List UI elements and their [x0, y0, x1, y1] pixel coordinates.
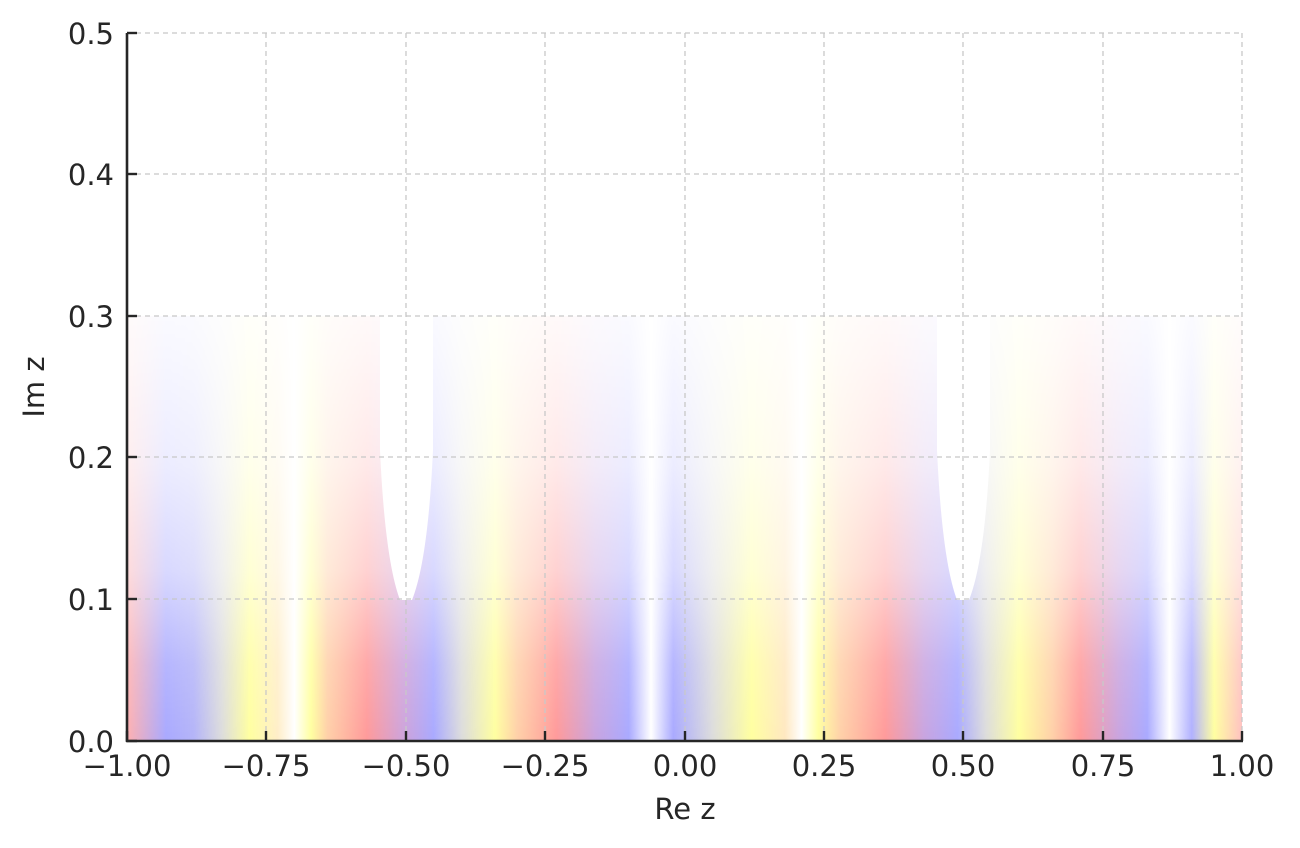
y-tick-labels: 0.5 0.4 0.3 0.2 0.1 0.0 — [68, 17, 114, 759]
y-tick-label: 0.2 — [68, 441, 114, 475]
x-tick-labels: −1.00 −0.75 −0.50 −0.25 0.00 0.25 0.50 0… — [83, 749, 1275, 783]
y-tick-label: 0.1 — [68, 583, 114, 617]
y-tick-label: 0.5 — [68, 17, 114, 51]
x-tick-label: 0.50 — [931, 749, 996, 783]
x-tick-label: −1.00 — [83, 749, 172, 783]
x-tick-label: 1.00 — [1210, 749, 1275, 783]
x-tick-label: −0.50 — [362, 749, 451, 783]
x-tick-label: −0.25 — [501, 749, 590, 783]
x-axis-label: Re z — [654, 792, 715, 826]
x-ticks — [125, 731, 1244, 741]
grid — [127, 32, 1243, 741]
x-tick-label: 0.00 — [653, 749, 718, 783]
y-tick-label: 0.3 — [68, 300, 114, 334]
y-axis-label: Im z — [17, 356, 51, 417]
y-tick-label: 0.4 — [68, 158, 114, 192]
y-tick-label: 0.0 — [68, 725, 114, 759]
x-tick-label: 0.25 — [792, 749, 857, 783]
x-tick-label: −0.75 — [222, 749, 311, 783]
x-tick-label: 0.75 — [1071, 749, 1136, 783]
y-ticks — [127, 31, 137, 743]
